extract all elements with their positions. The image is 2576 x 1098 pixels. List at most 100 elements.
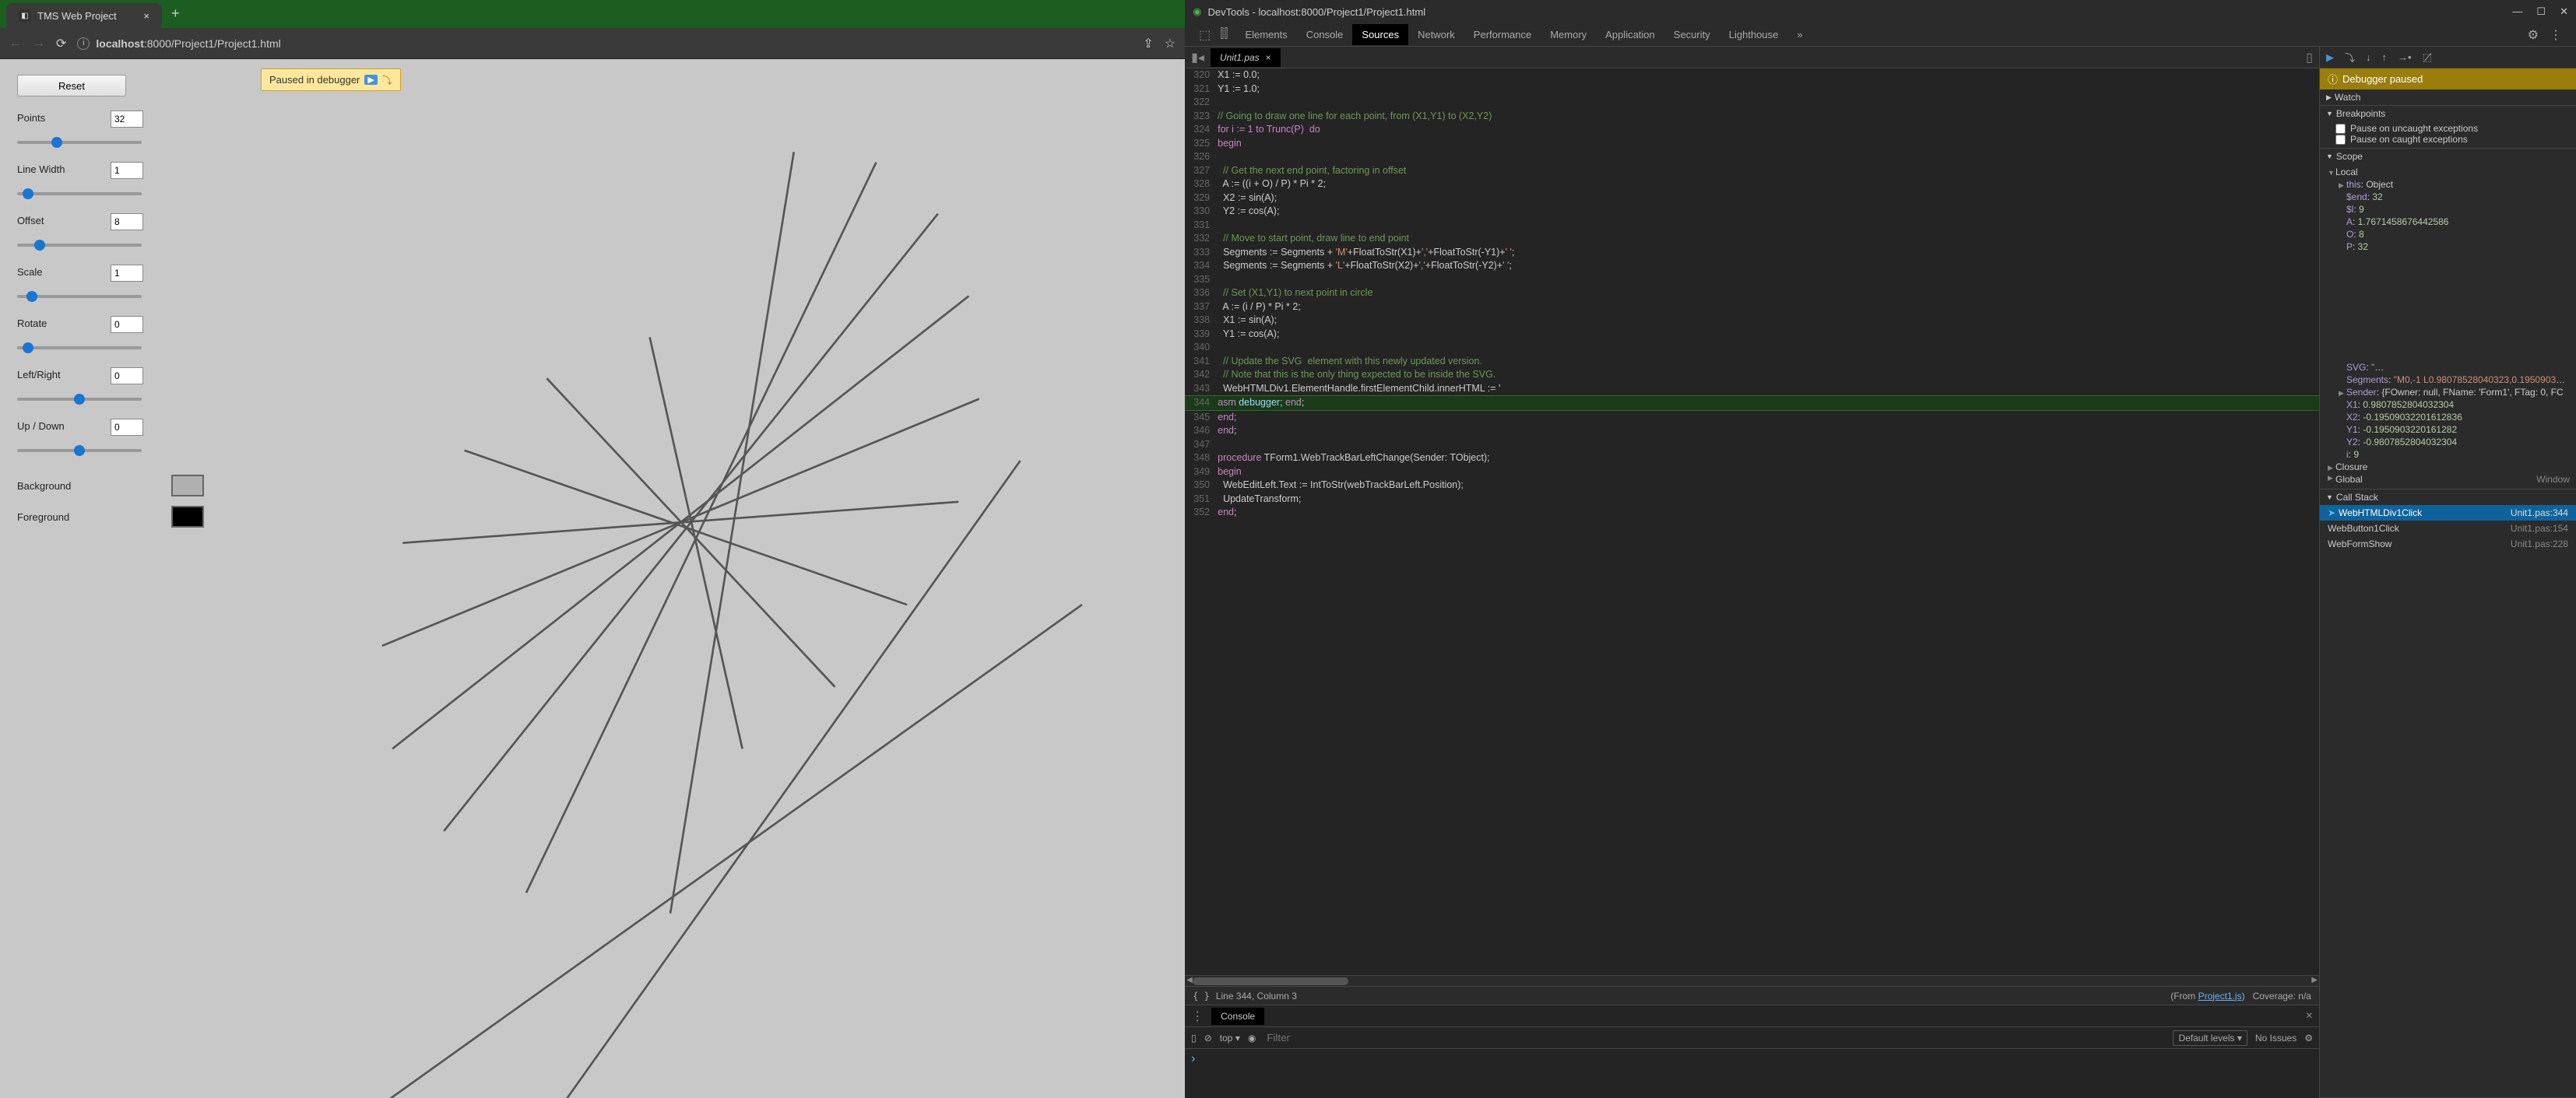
- device-icon[interactable]: ⫿⫿: [1220, 27, 1228, 43]
- minimize-icon[interactable]: —: [2512, 5, 2522, 18]
- scope-variable[interactable]: $l: 9: [2328, 203, 2570, 216]
- devtools-tab-memory[interactable]: Memory: [1541, 24, 1596, 45]
- breakpoints-section[interactable]: ▼Breakpoints: [2320, 106, 2576, 121]
- stack-frame[interactable]: WebButton1ClickUnit1.pas:154: [2320, 521, 2576, 536]
- live-expression-icon[interactable]: ◉: [1248, 1033, 1256, 1044]
- close-window-icon[interactable]: ✕: [2560, 5, 2568, 18]
- scope-variable[interactable]: O: 8: [2328, 228, 2570, 240]
- background-label: Background: [17, 480, 71, 492]
- navigator-toggle-icon[interactable]: ▮◂: [1185, 50, 1211, 65]
- console-settings-icon[interactable]: ⚙: [2304, 1033, 2313, 1044]
- context-selector[interactable]: top ▾: [1220, 1033, 1240, 1044]
- share-icon[interactable]: ⇪: [1143, 36, 1153, 51]
- step-over-icon[interactable]: ⤵: [2345, 50, 2355, 65]
- scope-variable[interactable]: X2: -0.19509032201612836: [2328, 411, 2570, 423]
- scope-variable[interactable]: ▶this: Object: [2328, 178, 2570, 191]
- control-slider[interactable]: [17, 244, 142, 247]
- close-file-icon[interactable]: ×: [1266, 52, 1271, 63]
- url-box[interactable]: i localhost:8000/Project1/Project1.html: [77, 37, 1132, 50]
- devtools-tab-elements[interactable]: Elements: [1236, 24, 1297, 45]
- control-slider[interactable]: [17, 346, 142, 349]
- deactivate-breakpoints-icon[interactable]: ⬚̸: [2423, 51, 2432, 64]
- tab-title: TMS Web Project: [37, 10, 117, 22]
- scope-variable[interactable]: Y1: -0.1950903220161282: [2328, 423, 2570, 436]
- control-slider[interactable]: [17, 192, 142, 195]
- code-editor[interactable]: 320X1 := 0.0;321Y1 := 1.0;322323// Going…: [1185, 68, 2319, 975]
- control-slider[interactable]: [17, 398, 142, 401]
- control-input-linewidth[interactable]: [111, 162, 143, 179]
- file-tab[interactable]: Unit1.pas ×: [1211, 48, 1281, 67]
- scope-variable[interactable]: ▶Sender: {FOwner: null, FName: 'Form1', …: [2328, 386, 2570, 398]
- callstack-section[interactable]: ▼Call Stack: [2320, 489, 2576, 505]
- console-tab[interactable]: Console: [1211, 1008, 1264, 1025]
- star-icon[interactable]: ☆: [1165, 36, 1176, 51]
- drawer-menu-icon[interactable]: ⋮: [1191, 1009, 1204, 1024]
- maximize-icon[interactable]: ☐: [2536, 5, 2546, 18]
- scope-variable[interactable]: $end: 32: [2328, 191, 2570, 203]
- devtools-tab-sources[interactable]: Sources: [1352, 24, 1408, 45]
- step-into-icon[interactable]: ↓: [2366, 51, 2371, 63]
- devtools-tab-network[interactable]: Network: [1408, 24, 1464, 45]
- control-input-scale[interactable]: [111, 265, 143, 282]
- scope-variable[interactable]: SVG: ": [2328, 253, 2570, 374]
- step-icon[interactable]: ⤵: [382, 72, 392, 87]
- reset-button[interactable]: Reset: [17, 75, 126, 96]
- control-slider[interactable]: [17, 449, 142, 452]
- pause-caught-checkbox[interactable]: Pause on caught exceptions: [2335, 134, 2570, 145]
- new-tab-button[interactable]: +: [162, 0, 189, 28]
- step-out-icon[interactable]: ↑: [2382, 51, 2388, 63]
- browser-tab[interactable]: ◧ TMS Web Project ×: [6, 3, 162, 28]
- kebab-icon[interactable]: ⋮: [2550, 27, 2562, 43]
- stack-frame[interactable]: WebFormShowUnit1.pas:228: [2320, 536, 2576, 552]
- devtools-title: DevTools - localhost:8000/Project1/Proje…: [1207, 6, 1425, 18]
- issues-badge[interactable]: No Issues: [2255, 1033, 2297, 1044]
- control-input-points[interactable]: [111, 111, 143, 128]
- horizontal-scrollbar[interactable]: ◀ ▶: [1185, 975, 2319, 986]
- tab-favicon: ◧: [19, 9, 31, 22]
- svg-canvas[interactable]: [156, 90, 1185, 1098]
- inspect-icon[interactable]: ⬚: [1199, 27, 1211, 43]
- devtools-titlebar: ◉ DevTools - localhost:8000/Project1/Pro…: [1185, 0, 2576, 23]
- scope-variable[interactable]: A: 1.7671458676442586: [2328, 216, 2570, 228]
- devtools-tab-console[interactable]: Console: [1297, 24, 1353, 45]
- scope-variable[interactable]: X1: 0.9807852804032304: [2328, 398, 2570, 411]
- watch-section[interactable]: ▶Watch: [2320, 89, 2576, 105]
- step-icon[interactable]: →•: [2398, 51, 2412, 63]
- pretty-print-icon[interactable]: { }: [1193, 991, 1210, 1002]
- scope-variable[interactable]: P: 32: [2328, 240, 2570, 253]
- sidebar-console-icon[interactable]: ▯: [1191, 1033, 1197, 1044]
- stack-frame[interactable]: ➤WebHTMLDiv1ClickUnit1.pas:344: [2320, 505, 2576, 521]
- control-input-leftright[interactable]: [111, 367, 143, 384]
- pause-uncaught-checkbox[interactable]: Pause on uncaught exceptions: [2335, 123, 2570, 134]
- scope-variable[interactable]: Segments: "M0,-1 L0.98078528040323,0.195…: [2328, 374, 2570, 386]
- resume-button[interactable]: ▶: [2326, 51, 2334, 64]
- control-input-updown[interactable]: [111, 419, 143, 436]
- control-input-rotate[interactable]: [111, 316, 143, 333]
- control-input-offset[interactable]: [111, 213, 143, 230]
- settings-icon[interactable]: ⚙: [2528, 27, 2539, 43]
- back-button[interactable]: ←: [9, 37, 22, 51]
- devtools-tab-performance[interactable]: Performance: [1464, 24, 1541, 45]
- clear-console-icon[interactable]: ⊘: [1204, 1033, 1212, 1044]
- scope-variable[interactable]: i: 9: [2328, 448, 2570, 461]
- close-drawer-icon[interactable]: ×: [2306, 1009, 2313, 1023]
- console-body[interactable]: ›: [1185, 1049, 2319, 1098]
- devtools-tab-application[interactable]: Application: [1596, 24, 1664, 45]
- more-tabs-icon[interactable]: »: [1787, 24, 1812, 45]
- site-info-icon[interactable]: i: [77, 37, 90, 50]
- chrome-icon: ◉: [1193, 5, 1201, 18]
- source-map-info: (From Project1.js) Coverage: n/a: [2170, 991, 2311, 1002]
- scope-section[interactable]: ▼Scope: [2320, 149, 2576, 164]
- forward-button[interactable]: →: [33, 37, 45, 51]
- devtools-tab-lighthouse[interactable]: Lighthouse: [1720, 24, 1788, 45]
- scope-variable[interactable]: Y2: -0.9807852804032304: [2328, 436, 2570, 448]
- resume-icon[interactable]: ▶: [364, 75, 377, 85]
- devtools-tab-security[interactable]: Security: [1664, 24, 1720, 45]
- tab-close-icon[interactable]: ×: [143, 10, 149, 22]
- control-slider[interactable]: [17, 141, 142, 144]
- console-filter-input[interactable]: [1263, 1030, 2165, 1045]
- reload-button[interactable]: ⟳: [56, 36, 66, 51]
- more-files-icon[interactable]: ▯: [2300, 50, 2319, 65]
- control-slider[interactable]: [17, 295, 142, 298]
- log-levels-selector[interactable]: Default levels ▾: [2173, 1030, 2247, 1046]
